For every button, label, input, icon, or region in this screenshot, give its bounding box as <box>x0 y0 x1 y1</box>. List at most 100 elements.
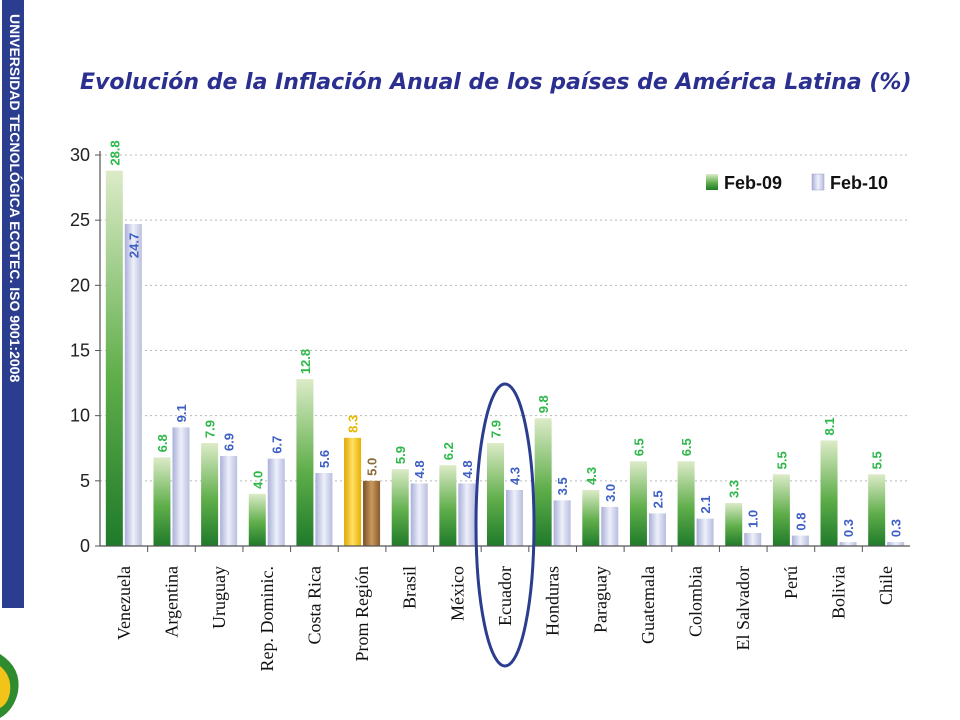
bar-feb-09 <box>534 418 552 546</box>
data-label: 8.1 <box>822 417 837 435</box>
data-label: 0.3 <box>889 519 904 537</box>
y-tick-label: 0 <box>80 536 90 556</box>
bar-feb-09 <box>439 465 457 546</box>
bar-feb-09 <box>248 493 266 546</box>
data-label: 6.7 <box>269 436 284 454</box>
x-axis: Venezuela Argentina Uruguay Rep. Dominic. Co… <box>100 545 910 672</box>
y-tick-label: 10 <box>70 406 90 426</box>
chart-title: Evolución de la Inflación Anual de los p… <box>80 70 912 95</box>
data-label: 0.3 <box>841 519 856 537</box>
data-label: 6.9 <box>222 433 237 451</box>
category-label: Rep. Dominic. <box>257 566 277 672</box>
category-label: Uruguay <box>209 566 229 629</box>
bar-feb-09 <box>105 170 123 546</box>
category-label: Honduras <box>543 566 563 636</box>
data-label: 3.3 <box>727 480 742 498</box>
data-label: 6.2 <box>441 442 456 460</box>
category-label: México <box>447 566 467 621</box>
bar-feb-09 <box>344 437 362 546</box>
data-label: 5.6 <box>317 450 332 468</box>
bar-feb-10 <box>553 500 571 546</box>
category-label: Venezuela <box>114 566 134 640</box>
data-label: 4.3 <box>584 467 599 485</box>
data-label: 5.9 <box>393 446 408 464</box>
bar-feb-09 <box>201 443 219 546</box>
data-label: 3.0 <box>603 484 618 502</box>
category-label: Ecuador <box>495 566 515 626</box>
bar-feb-09 <box>629 461 647 546</box>
legend-label: Feb-09 <box>724 173 782 193</box>
data-label: 12.8 <box>298 349 313 374</box>
bar-feb-09 <box>487 443 504 546</box>
bar-feb-09 <box>153 457 171 546</box>
annotation-group <box>474 382 536 668</box>
category-label: Perú <box>781 566 801 599</box>
data-label: 28.8 <box>107 140 122 165</box>
bar-feb-10 <box>220 456 238 546</box>
data-label: 4.8 <box>460 460 475 478</box>
bar-feb-09 <box>772 474 790 546</box>
bars-group <box>105 170 905 546</box>
y-tick-label: 30 <box>70 145 90 165</box>
university-banner-text: UNIVERSIDAD TECNOLÓGICA ECOTEC. ISO 9001… <box>7 14 23 383</box>
y-tick-label: 15 <box>70 341 90 361</box>
category-label: El Salvador <box>733 566 753 650</box>
side-banner: UNIVERSIDAD TECNOLÓGICA ECOTEC. ISO 9001… <box>2 0 24 608</box>
bar-feb-10 <box>506 489 523 546</box>
category-label: Guatemala <box>638 566 658 644</box>
data-label: 0.8 <box>793 512 808 530</box>
bar-feb-10 <box>887 542 905 546</box>
data-label: 4.3 <box>508 467 523 485</box>
data-label: 5.5 <box>870 451 885 469</box>
university-logo-icon <box>0 654 19 718</box>
data-label: 3.5 <box>555 477 570 495</box>
data-label: 4.0 <box>250 471 265 489</box>
data-label: 4.8 <box>412 460 427 478</box>
data-label: 2.5 <box>650 490 665 508</box>
data-label: 9.1 <box>174 404 189 422</box>
bar-feb-10 <box>648 513 666 546</box>
bar-feb-10 <box>744 532 762 546</box>
bar-feb-10 <box>696 518 714 546</box>
category-label: Costa Rica <box>304 566 324 645</box>
data-label: 6.8 <box>155 434 170 452</box>
category-label: Brasil <box>400 566 420 609</box>
chart-gridlines <box>100 154 910 482</box>
y-tick-label: 20 <box>70 275 90 295</box>
legend: Feb-09 Feb-10 <box>706 173 888 193</box>
bar-feb-09 <box>820 440 838 546</box>
legend-label: Feb-10 <box>830 173 888 193</box>
bar-feb-09 <box>582 489 600 546</box>
data-label: 2.1 <box>698 496 713 514</box>
data-label: 7.9 <box>203 420 218 438</box>
bar-feb-09 <box>725 502 743 546</box>
data-label: 9.8 <box>536 395 551 413</box>
category-label: Chile <box>876 566 896 605</box>
category-label: Paraguay <box>590 566 610 633</box>
category-label: Argentina <box>161 566 181 638</box>
legend-swatch-feb-10 <box>811 173 825 191</box>
data-label: 6.5 <box>679 438 694 456</box>
bar-feb-10 <box>363 480 381 546</box>
bar-feb-10 <box>839 542 857 546</box>
bar-feb-10 <box>601 506 619 546</box>
y-tick-label: 5 <box>80 471 90 491</box>
data-label: 6.5 <box>631 438 646 456</box>
bar-feb-09 <box>391 469 409 546</box>
y-axis: 0 5 10 15 20 25 30 <box>70 145 101 556</box>
bar-feb-10 <box>172 427 190 546</box>
data-label: 5.5 <box>774 451 789 469</box>
bar-feb-10 <box>410 483 428 546</box>
category-label: Colombia <box>686 566 706 637</box>
data-label: 8.3 <box>346 415 361 433</box>
highlight-ellipse <box>474 382 536 668</box>
bar-feb-10 <box>458 483 476 546</box>
y-tick-label: 25 <box>70 210 90 230</box>
data-label: 1.0 <box>746 510 761 528</box>
data-label: 24.7 <box>126 233 141 258</box>
bar-feb-10 <box>124 224 142 546</box>
data-labels-group: 28.8 24.7 6.8 9.1 7.9 6.9 4.0 6.7 12.8 5.6 8.3 5.0 5… <box>107 140 903 537</box>
category-label: Prom Región <box>352 566 372 662</box>
bar-feb-10 <box>791 535 809 546</box>
